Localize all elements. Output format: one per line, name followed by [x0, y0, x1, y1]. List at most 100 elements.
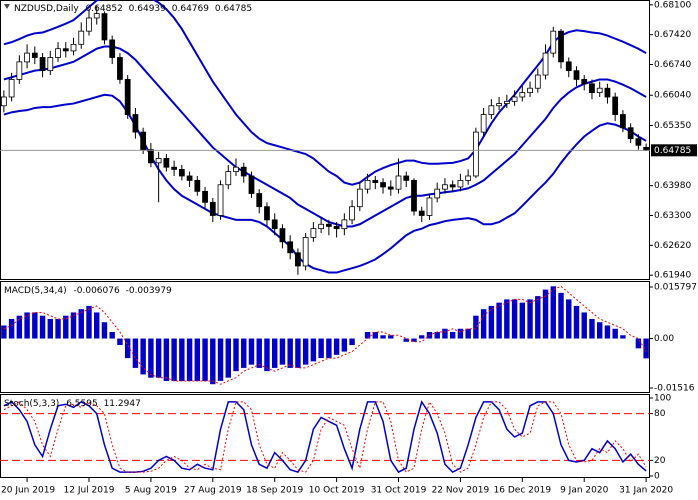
macd-bar — [55, 318, 61, 339]
macd-title: MACD(5,34,4) — [4, 286, 67, 296]
candle-body — [109, 39, 116, 58]
macd-bar — [202, 338, 208, 381]
candle-body — [387, 186, 394, 190]
last-low: 0.64769 — [172, 4, 209, 14]
x-tick-label: 22 Nov 2019 — [432, 486, 490, 496]
candle-body — [457, 179, 464, 188]
macd-bar — [210, 338, 216, 385]
macd-bar — [457, 328, 464, 339]
macd-bar — [132, 338, 139, 368]
candle-body — [473, 131, 479, 177]
candle-body — [140, 131, 147, 151]
bollinger-lower — [3, 93, 647, 274]
candle-body — [101, 13, 108, 41]
candle-body — [480, 114, 487, 133]
y-tick-label: 0.00 — [654, 334, 674, 344]
macd-bar — [124, 338, 131, 359]
last-open: 0.64852 — [86, 4, 123, 14]
bollinger-upper — [3, 0, 647, 186]
macd-bar — [264, 338, 270, 372]
x-tick-label: 16 Dec 2019 — [494, 486, 552, 496]
candle-body — [442, 184, 448, 190]
candle-body — [488, 105, 495, 115]
macd-bar — [496, 302, 502, 339]
candle-body — [596, 87, 603, 94]
candle-body — [558, 30, 564, 63]
candle-body — [217, 184, 224, 216]
candle-body — [612, 96, 619, 115]
candle-body — [620, 114, 626, 129]
candle-body — [333, 226, 340, 230]
candle-body — [31, 52, 38, 58]
stoch-k-line — [3, 400, 647, 474]
header: NZDUSD,Daily 0.64852 0.64939 0.64769 0.6… — [14, 4, 252, 14]
candle-body — [78, 30, 85, 45]
macd-bar — [411, 338, 417, 342]
macd-bar — [225, 338, 231, 378]
bollinger-middle — [3, 45, 647, 228]
macd-bar — [388, 335, 394, 339]
candle-body — [39, 57, 46, 72]
candle-body — [256, 193, 263, 208]
candle-body — [434, 188, 441, 199]
x-tick-label: 18 Sep 2019 — [246, 486, 303, 496]
candle-body — [194, 179, 201, 192]
macd-bar — [241, 338, 247, 368]
macd-bar — [581, 312, 587, 339]
candle-body — [155, 158, 162, 164]
candle-body — [349, 206, 355, 221]
macd-bar — [63, 315, 69, 339]
candle-body — [356, 188, 363, 208]
y-tick-label: 0.63980 — [654, 181, 691, 191]
candle-body — [449, 184, 456, 188]
y-tick-label: 0.68100 — [654, 0, 691, 10]
candle-body — [124, 79, 131, 115]
y-tick-label: 0.62620 — [654, 241, 691, 251]
macd-bar — [434, 332, 440, 339]
candle-body — [186, 175, 193, 181]
macd-bar — [140, 338, 146, 375]
macd-bar — [248, 338, 255, 365]
candle-body — [117, 57, 123, 80]
macd-bar — [333, 338, 340, 355]
candle-body — [341, 219, 348, 230]
macd-bar — [163, 338, 170, 381]
macd-bar — [364, 332, 371, 339]
macd-bar — [101, 322, 108, 339]
x-tick-label: 12 Jul 2019 — [64, 486, 115, 496]
candle-body — [372, 179, 379, 183]
y-tick-label: 100 — [654, 394, 671, 404]
candle-body — [171, 166, 177, 170]
macd-bar — [349, 338, 355, 346]
macd-last: -0.006076 — [74, 286, 120, 296]
stoch-title: Stoch(5,3,3) — [4, 399, 59, 409]
x-tick-label: 10 Oct 2019 — [309, 486, 365, 496]
macd-bar — [511, 299, 518, 339]
candle-body — [542, 52, 549, 76]
candle-body — [403, 175, 410, 181]
y-tick-label: 0.63300 — [654, 211, 691, 221]
macd-bar — [86, 305, 92, 339]
macd-bar — [542, 289, 549, 339]
macd-bar — [372, 332, 379, 339]
candle-body — [264, 206, 270, 221]
candle-body — [565, 61, 572, 72]
candle-body — [496, 103, 502, 107]
macd-bar — [171, 338, 177, 381]
candle-body — [573, 70, 580, 80]
candle-body — [295, 252, 301, 267]
stoch-plot — [0, 400, 650, 474]
candle-body — [47, 57, 54, 72]
macd-bar — [519, 302, 526, 339]
candle-body — [426, 197, 433, 216]
candle-body — [380, 182, 386, 188]
macd-bar — [194, 338, 201, 381]
macd-bar — [558, 292, 564, 339]
y-tick-label: 0.67420 — [654, 30, 691, 40]
macd-bar — [70, 312, 77, 339]
candle-body — [271, 219, 278, 230]
candle-body — [519, 92, 526, 98]
candle-body — [635, 138, 642, 146]
candle-body — [643, 146, 650, 151]
